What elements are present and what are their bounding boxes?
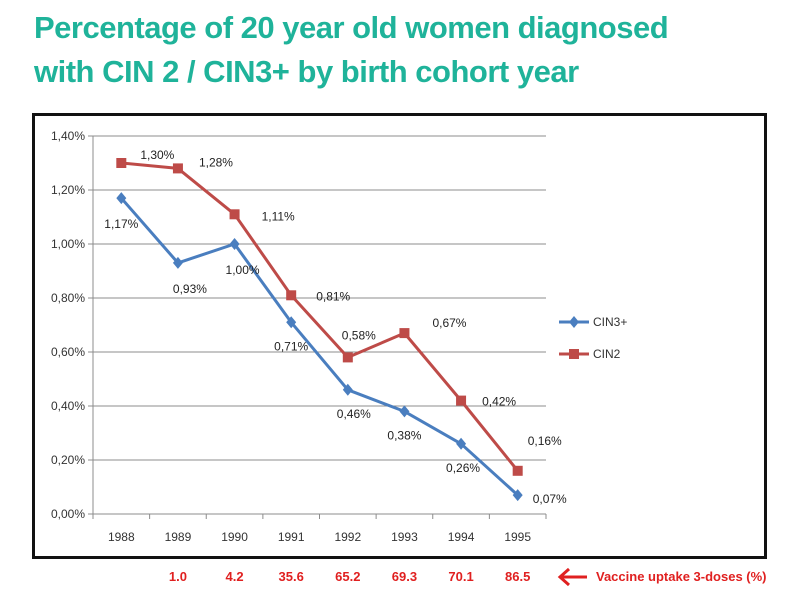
data-label: 1,28% xyxy=(199,155,233,169)
y-tick-label: 0,60% xyxy=(51,345,85,359)
cin2-marker xyxy=(456,395,467,406)
cin2-marker xyxy=(399,328,410,339)
data-label: 0,26% xyxy=(446,461,480,475)
cin3-marker xyxy=(342,383,353,396)
x-tick-label: 1988 xyxy=(108,530,135,544)
vaccine-uptake-label: Vaccine uptake 3-doses (%) xyxy=(596,569,767,584)
vaccine-uptake-value: 35.6 xyxy=(278,569,304,584)
cin3-marker xyxy=(399,405,410,418)
data-label: 1,30% xyxy=(140,148,174,162)
page-title-line-2: with CIN 2 / CIN3+ by birth cohort year xyxy=(34,54,579,89)
series-line-cin3+ xyxy=(120,197,519,497)
x-tick-label: 1993 xyxy=(391,530,418,544)
data-label: 0,67% xyxy=(432,316,466,330)
x-tick-label: 1990 xyxy=(221,530,248,544)
x-tick-label: 1995 xyxy=(504,530,531,544)
legend-marker xyxy=(569,316,579,328)
data-label: 1,17% xyxy=(104,217,138,231)
vaccine-uptake-value: 70.1 xyxy=(448,569,474,584)
data-label: 0,58% xyxy=(342,328,376,342)
cin3-marker xyxy=(286,316,297,329)
data-label: 1,11% xyxy=(262,209,295,223)
data-label: 0,07% xyxy=(533,492,567,506)
y-tick-label: 0,20% xyxy=(51,453,85,467)
data-label: 0,93% xyxy=(173,282,207,296)
cin2-marker xyxy=(286,290,297,301)
y-tick-label: 1,40% xyxy=(51,129,85,143)
legend-label-cin3+: CIN3+ xyxy=(593,315,627,329)
cin2-marker xyxy=(229,209,240,220)
series-line-cin2 xyxy=(121,161,519,472)
cin2-marker xyxy=(172,163,183,174)
line-chart: 0,00% 0,20% 0,40% 0,60% 0,80% 1,00% 1,20% 1,40%… xyxy=(51,129,627,544)
y-tick-label: 0,00% xyxy=(51,507,85,521)
vaccine-uptake-value: 86.5 xyxy=(505,569,531,584)
vaccine-uptake-value: 69.3 xyxy=(391,569,418,584)
y-tick-label: 1,20% xyxy=(51,183,85,197)
page-title: Percentage of 20 year old women diagnose… xyxy=(34,6,774,94)
data-label: 0,46% xyxy=(337,407,371,421)
legend-label-cin2: CIN2 xyxy=(593,347,621,361)
cin2-marker xyxy=(116,158,127,168)
y-tick-label: 1,00% xyxy=(51,237,85,251)
vaccine-uptake-value: 65.2 xyxy=(335,569,361,584)
cin3-marker xyxy=(116,192,127,205)
legend-marker xyxy=(569,349,579,359)
left-arrow-icon xyxy=(557,567,587,587)
page-title-line-1: Percentage of 20 year old women diagnose… xyxy=(34,10,669,45)
data-label: 0,38% xyxy=(387,428,421,442)
data-label: 1,00% xyxy=(226,263,260,277)
vaccine-uptake-value: 1.0 xyxy=(168,569,187,584)
y-tick-label: 0,40% xyxy=(51,399,85,413)
data-label: 0,16% xyxy=(528,434,562,448)
x-tick-label: 1989 xyxy=(165,530,192,544)
x-tick-label: 1991 xyxy=(278,530,305,544)
x-tick-label: 1994 xyxy=(448,530,475,544)
y-tick-label: 0,80% xyxy=(51,291,85,305)
cin3-marker xyxy=(229,238,240,250)
x-tick-label: 1992 xyxy=(334,530,361,544)
data-label: 0,71% xyxy=(274,339,308,353)
data-label: 0,81% xyxy=(316,289,350,303)
data-label: 0,42% xyxy=(482,395,516,409)
vaccine-uptake-value: 4.2 xyxy=(225,569,244,584)
chart-frame: 0,00% 0,20% 0,40% 0,60% 0,80% 1,00% 1,20% 1,40%… xyxy=(32,113,767,559)
cin2-marker xyxy=(342,352,353,363)
cin3-marker xyxy=(512,489,523,502)
cin3-marker xyxy=(456,437,467,450)
vaccine-uptake-row: 1.0 4.2 35.6 65.2 69.3 70.1 86.5 Vaccine uptak… xyxy=(0,563,800,591)
cin2-marker xyxy=(512,465,523,476)
cin3-marker xyxy=(172,256,183,269)
